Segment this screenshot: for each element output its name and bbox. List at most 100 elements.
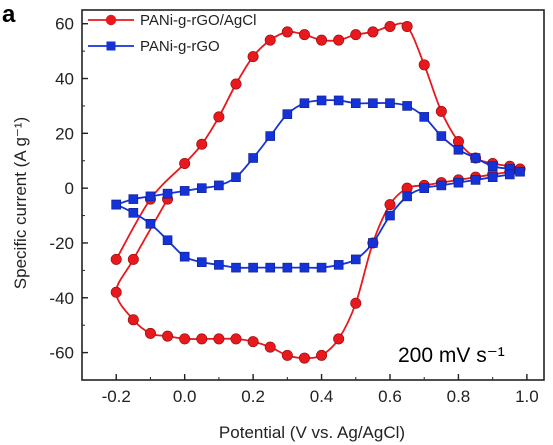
data-point [196, 257, 207, 267]
data-point [436, 180, 447, 191]
data-point [282, 262, 293, 273]
data-point [214, 260, 224, 270]
data-point [179, 251, 190, 262]
scan-rate-annotation: 200 mV s⁻¹ [398, 344, 505, 367]
data-point [299, 262, 310, 273]
data-point [196, 183, 207, 193]
series-layer [110, 20, 526, 364]
data-point [402, 101, 412, 111]
x-tick-label: 0.2 [241, 387, 265, 406]
y-tick-label: -40 [49, 289, 74, 308]
data-point [316, 34, 328, 46]
data-point [385, 210, 395, 221]
data-point [213, 333, 225, 345]
data-point [247, 51, 259, 63]
data-point [316, 95, 327, 106]
y-tick-label: 60 [55, 15, 74, 34]
data-point [145, 218, 156, 229]
data-point [145, 191, 156, 202]
y-tick-label: -20 [49, 234, 74, 253]
data-point [435, 105, 447, 117]
data-point [298, 352, 310, 364]
legend-item: PANi-g-rGO [88, 38, 220, 55]
data-point [128, 208, 139, 218]
data-point [299, 98, 310, 108]
data-point [248, 153, 258, 163]
x-tick-label: 0.4 [310, 387, 334, 406]
data-point [179, 333, 191, 345]
data-point [127, 314, 139, 326]
data-point [401, 20, 413, 32]
data-point [419, 112, 430, 122]
y-tick-label: 20 [55, 124, 74, 143]
legend-marker [105, 14, 117, 26]
data-point [384, 199, 396, 211]
data-point [162, 188, 173, 199]
data-point [179, 157, 191, 169]
data-point [128, 194, 139, 204]
data-point [196, 333, 208, 345]
data-point [470, 175, 481, 185]
data-point [470, 153, 481, 163]
legend-marker [106, 41, 116, 51]
data-point [162, 330, 174, 342]
legend: PANi-g-rGO/AgCl PANi-g-rGO [88, 12, 256, 55]
data-point [333, 333, 345, 345]
data-point [368, 98, 378, 108]
data-point [350, 254, 361, 265]
data-point [418, 59, 430, 71]
data-point [282, 109, 293, 119]
x-tick-label: -0.2 [102, 387, 131, 406]
data-point [368, 238, 378, 248]
x-axis-title: Potential (V vs. Ag/AgCl) [219, 423, 405, 442]
legend-item: PANi-g-rGO/AgCl [88, 12, 256, 29]
data-point [402, 191, 412, 202]
data-point [247, 336, 259, 348]
data-point [453, 177, 464, 188]
data-point [504, 169, 515, 180]
data-point [419, 183, 430, 193]
data-point [367, 26, 379, 38]
data-point [298, 29, 310, 41]
data-point [111, 199, 122, 210]
data-point [264, 34, 276, 46]
data-point [316, 262, 327, 273]
series-line [115, 22, 521, 359]
data-point [333, 260, 344, 270]
data-point [144, 327, 156, 339]
data-point [248, 262, 258, 273]
data-point [214, 180, 224, 191]
x-tick-label: 0.0 [173, 387, 197, 406]
data-point [230, 78, 242, 90]
data-point [281, 26, 293, 38]
data-point [265, 262, 276, 273]
data-point [515, 166, 525, 177]
legend-label: PANi-g-rGO/AgCl [140, 12, 256, 29]
data-point [230, 333, 242, 345]
y-tick-label: 0 [65, 179, 74, 198]
data-point [231, 262, 241, 273]
data-point [453, 144, 464, 155]
y-tick-label: -60 [49, 344, 74, 363]
data-point [384, 20, 396, 32]
data-point [350, 29, 362, 41]
data-point [333, 34, 345, 46]
data-point [110, 286, 122, 298]
x-tick-label: 0.8 [447, 387, 471, 406]
legend-label: PANi-g-rGO [140, 38, 220, 55]
data-point [162, 235, 173, 246]
data-point [350, 297, 362, 309]
axes: -0.2 0.0 0.2 0.4 0.6 0.8 1.0 -60 -40 -20 0 20 40 60 [49, 15, 538, 406]
data-point [231, 172, 241, 182]
data-point [316, 349, 328, 361]
data-point [213, 111, 225, 123]
data-point [487, 161, 498, 172]
series-2 [111, 95, 525, 273]
data-point [265, 131, 276, 141]
data-point [350, 98, 361, 108]
plot-frame [81, 9, 545, 381]
y-tick-label: 40 [55, 70, 74, 89]
data-point [196, 138, 208, 150]
data-point [281, 349, 293, 361]
